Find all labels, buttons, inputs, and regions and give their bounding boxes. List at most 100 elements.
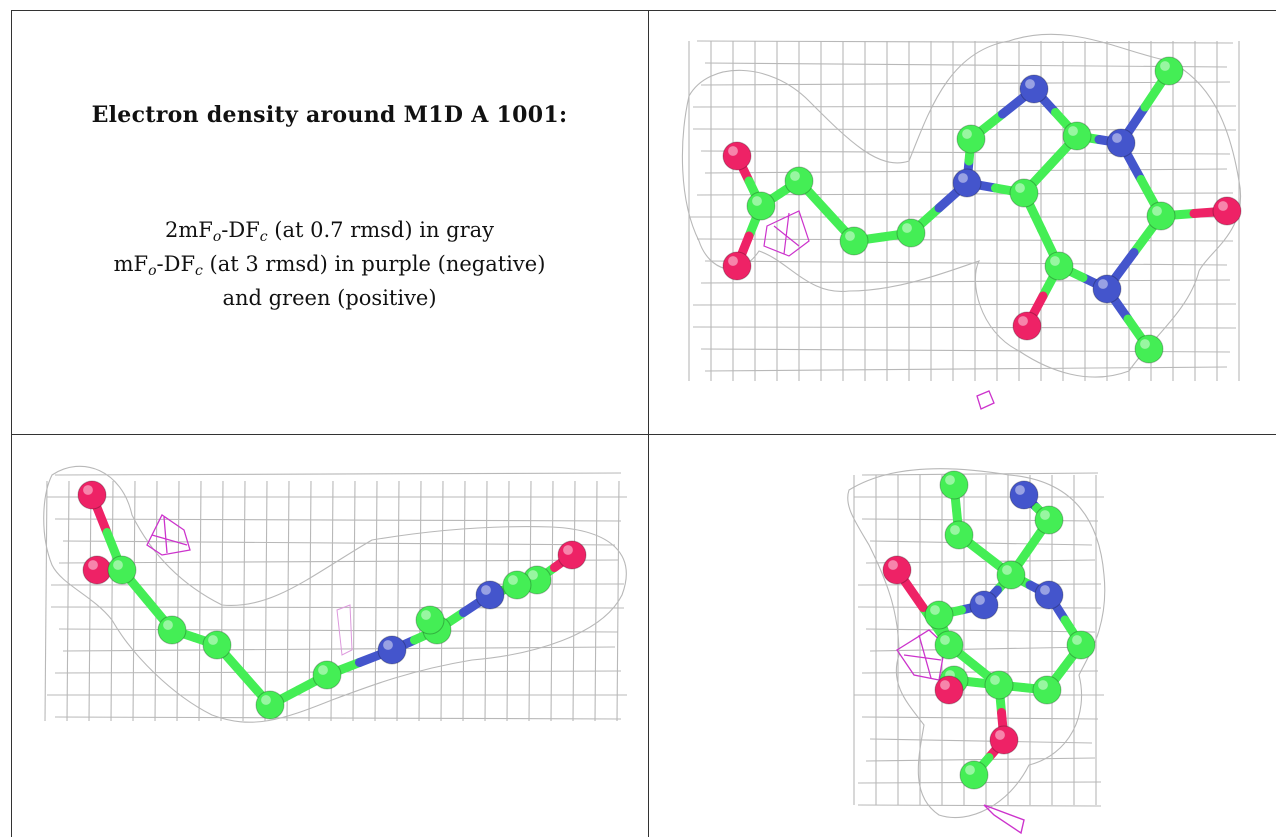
carbon-atom (956, 124, 986, 154)
mesh-line (704, 260, 1228, 266)
carbon-atom (984, 670, 1014, 700)
carbon-atom (944, 520, 974, 550)
atom-highlight (481, 585, 491, 595)
atom-highlight (962, 129, 972, 139)
legend-line-tail: and green (positive) (222, 286, 437, 310)
mesh-line (264, 480, 268, 722)
neg-blob-1 (763, 210, 995, 410)
atom-highlight (1152, 206, 1162, 216)
nitrogen-atom (1034, 580, 1064, 610)
nitrogen-atom (969, 590, 999, 620)
oxygen-atom (557, 540, 587, 570)
mesh-line (88, 480, 92, 722)
mesh-line (869, 540, 1093, 546)
mesh-line (44, 480, 48, 722)
mesh-line (462, 480, 466, 722)
atom-highlight (1050, 256, 1060, 266)
mesh-line (704, 366, 1228, 372)
atom-highlight (1112, 133, 1122, 143)
carbon-atom (157, 615, 187, 645)
oxygen-atom (934, 675, 964, 705)
legend-line-2fofc: 2mFo-DFc (at 0.7 rmsd) in gray (164, 218, 495, 245)
molecule-atoms (882, 470, 1096, 790)
atom-highlight (421, 610, 431, 620)
carbon-atom (1154, 56, 1184, 86)
mesh-line (865, 628, 1096, 633)
mesh-line (62, 646, 616, 652)
mesh-line (704, 62, 1228, 68)
carbon-atom (896, 218, 926, 248)
molecule-atoms (77, 480, 587, 720)
atom-highlight (965, 765, 975, 775)
oxygen-atom (722, 251, 752, 281)
carbon-atom (839, 226, 869, 256)
mesh-line (50, 606, 625, 609)
atom-highlight (930, 605, 940, 615)
nitrogen-atom (1019, 74, 1049, 104)
atom-highlight (940, 680, 950, 690)
nitrogen-atom (1009, 480, 1039, 510)
map-legend: 2mFo-DFc (at 0.7 rmsd) in gray mFo-DFc (… (11, 213, 648, 315)
atom-highlight (790, 171, 800, 181)
mesh-line (198, 480, 202, 722)
atom-highlight (1068, 126, 1078, 136)
carbon-atom (784, 166, 814, 196)
mesh-line (58, 628, 619, 633)
atom-highlight (1015, 485, 1025, 495)
mesh-line (700, 279, 1231, 284)
mesh-line (154, 480, 158, 722)
carbon-atom (312, 660, 342, 690)
carbon-atom (1044, 251, 1074, 281)
mesh-line (696, 40, 1234, 44)
legend-line-fofc: mFo-DFc (at 3 rmsd) in purple (negative) (113, 252, 546, 279)
mesh-line (857, 804, 1102, 807)
carbon-atom (924, 600, 954, 630)
atom-highlight (528, 570, 538, 580)
mesh-line (418, 480, 422, 722)
neg-blob-3 (896, 629, 1025, 835)
atom-highlight (950, 525, 960, 535)
atom-highlight (261, 695, 271, 705)
atom-highlight (1038, 680, 1048, 690)
atom-highlight (163, 620, 173, 630)
atom-highlight (752, 196, 762, 206)
nitrogen-atom (377, 635, 407, 665)
atom-highlight (88, 560, 98, 570)
nitrogen-atom (1106, 128, 1136, 158)
figure-title: Electron density around M1D A 1001: (91, 102, 568, 128)
atom-highlight (1140, 339, 1150, 349)
carbon-atom (255, 690, 285, 720)
atom-highlight (208, 635, 218, 645)
caption-cell: Electron density around M1D A 1001: 2mFo… (11, 10, 648, 434)
mesh-line (865, 757, 1096, 762)
oxygen-atom (989, 725, 1019, 755)
density-view-bottom-left (43, 465, 627, 723)
atom-highlight (1072, 635, 1082, 645)
mesh-line (528, 480, 532, 722)
atom-highlight (1002, 565, 1012, 575)
carbon-atom (996, 560, 1026, 590)
mesh-line (861, 472, 1099, 476)
atom-highlight (1098, 279, 1108, 289)
density-view-bottom-right (847, 468, 1106, 835)
mesh-line (374, 480, 378, 722)
mesh-line (54, 518, 622, 522)
mesh-line (440, 480, 444, 722)
oxygen-atom (722, 141, 752, 171)
carbon-atom (502, 570, 532, 600)
mesh-line (54, 716, 622, 720)
oxygen-atom (77, 480, 107, 510)
mesh-line (572, 480, 576, 722)
carbon-atom (1034, 505, 1064, 535)
mesh-line (220, 480, 224, 722)
atom-highlight (83, 485, 93, 495)
carbon-atom (934, 630, 964, 660)
mesh-line (58, 559, 619, 564)
mesh-line (692, 303, 1237, 306)
mesh-line (176, 480, 180, 722)
atom-highlight (1218, 201, 1228, 211)
mesh-line (62, 540, 616, 546)
carbon-atom (939, 470, 969, 500)
atom-highlight (1018, 316, 1028, 326)
atom-highlight (958, 173, 968, 183)
